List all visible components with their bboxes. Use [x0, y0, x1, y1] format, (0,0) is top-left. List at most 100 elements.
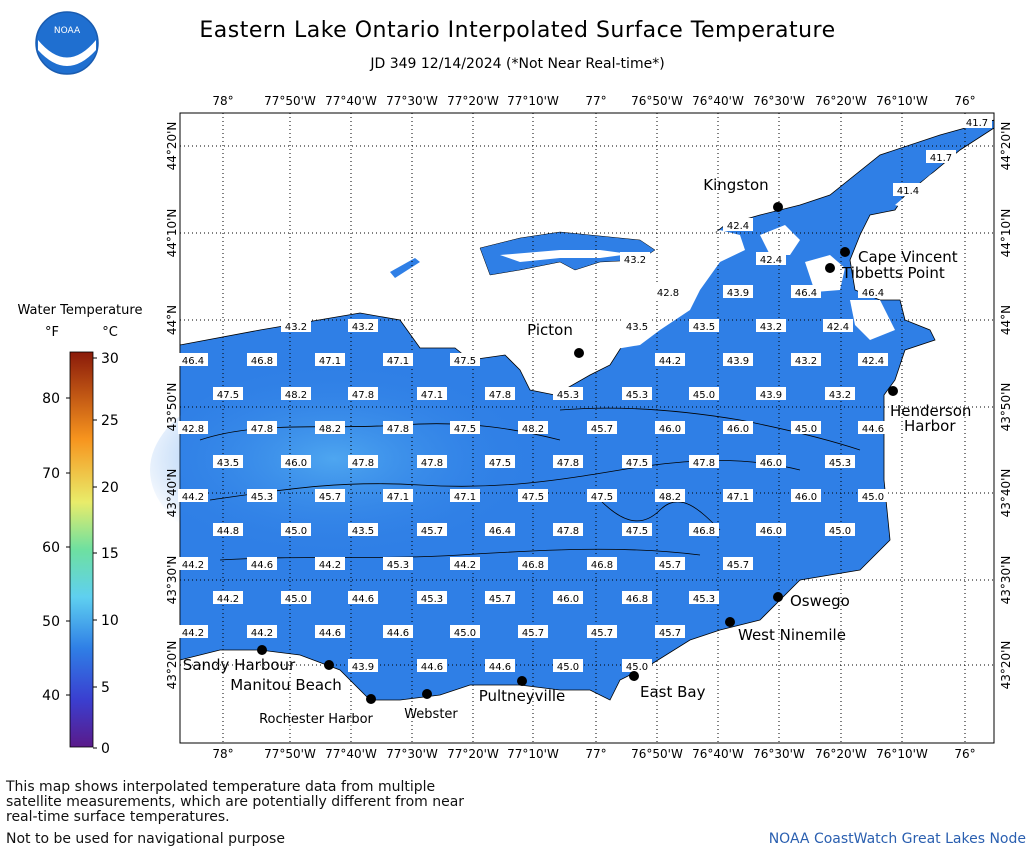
svg-text:47.8: 47.8	[693, 458, 715, 469]
temperature-label: 47.5	[213, 387, 243, 401]
x-tick-label-bottom: 77°20'W	[447, 747, 499, 761]
temperature-label: 47.8	[417, 455, 447, 469]
x-tick-label-top: 76°	[954, 94, 975, 108]
svg-text:45.0: 45.0	[862, 492, 884, 503]
temperature-label: 45.3	[825, 455, 855, 469]
svg-text:43.5: 43.5	[352, 526, 374, 537]
temperature-label: 46.8	[247, 353, 277, 367]
svg-text:43.9: 43.9	[727, 288, 749, 299]
temperature-label: 44.6	[417, 659, 447, 673]
svg-text:47.8: 47.8	[557, 458, 579, 469]
svg-text:44.2: 44.2	[182, 628, 204, 639]
temperature-label: 47.1	[417, 387, 447, 401]
svg-text:41.4: 41.4	[897, 186, 919, 197]
temperature-label: 46.4	[858, 285, 888, 299]
noaa-logo: NOAA	[35, 11, 99, 75]
temperature-label: 47.8	[247, 421, 277, 435]
temperature-label: 41.4	[893, 183, 923, 197]
temperature-label: 47.8	[383, 421, 413, 435]
legend-title: Water Temperature	[18, 303, 143, 318]
temperature-label: 45.0	[825, 523, 855, 537]
temperature-label: 43.2	[281, 319, 311, 333]
temperature-label: 46.0	[723, 421, 753, 435]
temperature-label: 45.7	[518, 625, 548, 639]
x-tick-label-top: 76°40'W	[692, 94, 744, 108]
credit-link[interactable]: NOAA CoastWatch Great Lakes Node	[768, 831, 1026, 847]
x-tick-label-bottom: 76°20'W	[815, 747, 867, 761]
temperature-label: 44.6	[858, 421, 888, 435]
legend-c-tick: 25	[101, 413, 119, 429]
temperature-label: 46.8	[689, 523, 719, 537]
temperature-label: 47.8	[348, 387, 378, 401]
svg-text:45.3: 45.3	[626, 390, 648, 401]
temperature-label: 42.4	[823, 319, 853, 333]
place-east-bay: East Bay	[629, 671, 706, 701]
svg-text:46.4: 46.4	[182, 356, 204, 367]
temperature-label: 46.8	[587, 557, 617, 571]
temperature-label: 47.8	[689, 455, 719, 469]
svg-text:47.5: 47.5	[626, 458, 648, 469]
temperature-label: 45.0	[622, 659, 652, 673]
svg-text:43.5: 43.5	[217, 458, 239, 469]
temperature-label: 44.6	[383, 625, 413, 639]
temperature-label: 45.0	[281, 523, 311, 537]
place-picton: Picton	[527, 321, 584, 358]
svg-text:48.2: 48.2	[522, 424, 544, 435]
temperature-label: 43.5	[689, 319, 719, 333]
svg-text:46.8: 46.8	[522, 560, 544, 571]
svg-text:46.0: 46.0	[795, 492, 817, 503]
place-webster: Webster	[404, 689, 458, 722]
x-tick-label-bottom: 76°30'W	[753, 747, 805, 761]
svg-text:Sandy Harbour: Sandy Harbour	[183, 656, 296, 674]
svg-text:42.8: 42.8	[657, 288, 679, 299]
svg-text:45.0: 45.0	[454, 628, 476, 639]
y-tick-label-right: 44°10'N	[999, 209, 1013, 258]
svg-text:43.9: 43.9	[727, 356, 749, 367]
svg-text:Rochester Harbor: Rochester Harbor	[259, 712, 373, 727]
y-tick-label-left: 44°20'N	[165, 122, 179, 171]
temperature-label: 46.8	[518, 557, 548, 571]
legend-c-tick: 20	[101, 480, 119, 496]
x-tick-label-top: 77°20'W	[447, 94, 499, 108]
svg-text:42.4: 42.4	[727, 221, 749, 232]
legend-c-tick: 15	[101, 546, 119, 562]
temperature-label: 46.0	[756, 455, 786, 469]
legend-f-tick: 70	[42, 466, 60, 482]
temperature-label: 48.2	[655, 489, 685, 503]
legend-f-tick: 40	[42, 688, 60, 704]
temperature-label: 47.5	[518, 489, 548, 503]
svg-text:45.3: 45.3	[251, 492, 273, 503]
temperature-label: 47.8	[485, 387, 515, 401]
temperature-label: 47.5	[450, 421, 480, 435]
temperature-label: 43.9	[756, 387, 786, 401]
temperature-label: 45.7	[723, 557, 753, 571]
temperature-label: 44.2	[655, 353, 685, 367]
svg-text:45.7: 45.7	[727, 560, 749, 571]
x-tick-label-bottom: 78°	[212, 747, 233, 761]
x-tick-label-bottom: 77°40'W	[325, 747, 377, 761]
place-henderson: Henderson	[888, 386, 971, 420]
x-tick-label-bottom: 77°	[585, 747, 606, 761]
svg-text:45.7: 45.7	[591, 628, 613, 639]
svg-text:48.2: 48.2	[319, 424, 341, 435]
svg-text:42.8: 42.8	[182, 424, 204, 435]
x-tick-label-top: 77°40'W	[325, 94, 377, 108]
svg-text:45.3: 45.3	[829, 458, 851, 469]
temperature-label: 45.7	[655, 625, 685, 639]
x-tick-label-top: 77°	[585, 94, 606, 108]
svg-text:42.4: 42.4	[862, 356, 884, 367]
temperature-label: 44.6	[247, 557, 277, 571]
temperature-label: 44.2	[213, 591, 243, 605]
svg-text:47.5: 47.5	[454, 424, 476, 435]
svg-text:46.4: 46.4	[489, 526, 511, 537]
temperature-label: 46.8	[622, 591, 652, 605]
temperature-label: 43.9	[723, 285, 753, 299]
svg-text:45.0: 45.0	[285, 526, 307, 537]
svg-text:47.1: 47.1	[454, 492, 476, 503]
svg-text:46.0: 46.0	[285, 458, 307, 469]
legend-c-tick: 30	[101, 351, 119, 367]
legend-f-tick: 60	[42, 540, 60, 556]
temperature-label: 44.2	[178, 625, 208, 639]
svg-text:Tibbetts Point: Tibbetts Point	[841, 264, 945, 282]
svg-text:43.2: 43.2	[760, 322, 782, 333]
